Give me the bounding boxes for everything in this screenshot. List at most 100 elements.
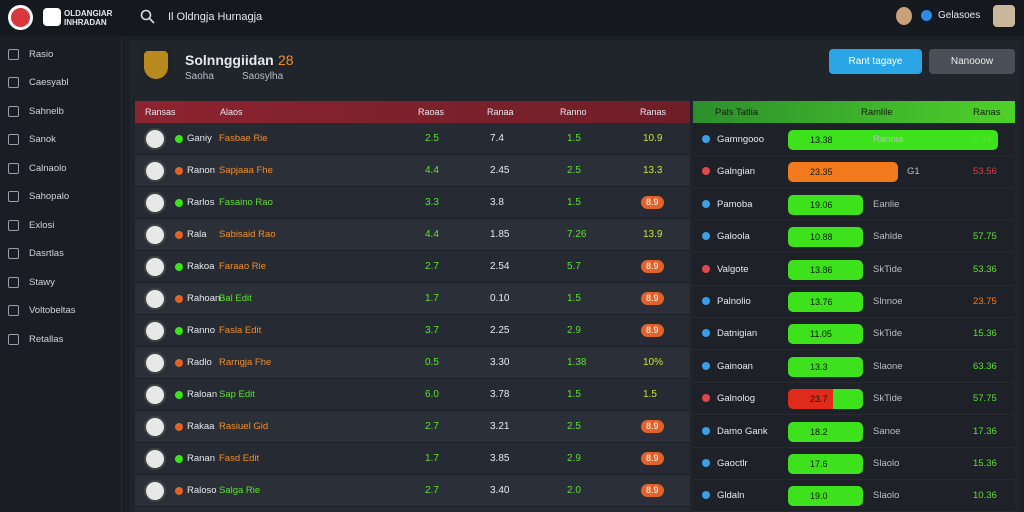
row-label: Slnnoe — [873, 296, 903, 307]
panel-row[interactable]: Damo Gank 18.2 Sanoe 17.36 — [693, 415, 1015, 448]
team-name: Palnolio — [717, 296, 751, 307]
table-row[interactable]: Rakoa Faraao Rie 2.7 2.54 5.7 8.9 — [135, 251, 690, 283]
panel-row[interactable]: Palnolio 13.76 Slnnoe 23.75 — [693, 285, 1015, 318]
nav-label: Calnaolo — [29, 162, 67, 174]
panel-row[interactable]: Gldaln 19.0 Slaolo 10.36 — [693, 479, 1015, 512]
stat-value: 1.38 — [567, 357, 587, 368]
row-value: 15.36 — [973, 458, 997, 469]
stat-value: 1.7 — [425, 293, 439, 304]
table-row[interactable]: Ganiy Fasbae Rie 2.5 7.4 1.5 10.9 — [135, 123, 690, 155]
column-header[interactable]: Ranaa — [487, 107, 514, 117]
panel-row[interactable]: Valgote 13.86 SkTide 53.36 — [693, 253, 1015, 286]
panel-row[interactable]: Datnigian 11.05 SkTide 15.36 — [693, 317, 1015, 351]
panel-row[interactable]: Galnolog 23.7 SkTide 57.75 — [693, 382, 1015, 416]
value-pill: 8.9 — [641, 484, 664, 497]
search-input[interactable]: Il Oldngja Hurnagja — [168, 11, 263, 23]
row-label: Slaolo — [873, 490, 900, 502]
table-row[interactable]: Raloan Sap Edit 6.0 3.78 1.5 1.5 — [135, 379, 690, 411]
panel-row[interactable]: Pamoba 19.06 Eanlie — [693, 188, 1015, 221]
nav-item[interactable]: Retallas — [8, 329, 118, 349]
user-name[interactable]: Gelasoes — [938, 10, 981, 21]
primary-button[interactable]: Rant tagaye — [829, 49, 922, 74]
stat-value: 10% — [643, 357, 664, 368]
value-pill: 8.9 — [641, 196, 664, 209]
avatar[interactable] — [896, 7, 912, 25]
player-name: Rala — [187, 229, 207, 240]
nav-item[interactable]: Exlosi — [8, 215, 118, 235]
panel-row[interactable]: Gaoctlr 17.6 Slaolo 15.36 — [693, 447, 1015, 480]
stat-value: 6.0 — [425, 389, 439, 400]
player-name: Ganiy — [187, 133, 212, 144]
nav-item[interactable]: Sanok — [8, 130, 118, 150]
panel-column-header[interactable]: Pals Tatlia — [715, 107, 759, 118]
panel-row[interactable]: Galoola 10.88 Sahlde 57.75 — [693, 220, 1015, 254]
player-tag: Faraao Rie — [219, 261, 266, 272]
table-body: Ganiy Fasbae Rie 2.5 7.4 1.5 10.9 Ranon Sapjaaa… — [135, 123, 690, 512]
table-row[interactable]: Ranan Fasd Edit 1.7 3.85 2.9 8.9 — [135, 443, 690, 475]
status-dot — [175, 455, 183, 463]
row-icon — [702, 297, 710, 305]
row-icon — [702, 491, 710, 500]
table-row[interactable]: Rahoan Bal Edit 1.7 0.10 1.5 8.9 — [135, 283, 690, 315]
panel-row[interactable]: Galngian 23.35 G1 53.56 — [693, 155, 1015, 189]
nav-item[interactable]: Calnaolo — [8, 158, 118, 178]
score-bar: 13.86 — [788, 259, 863, 280]
status-dot — [175, 295, 183, 303]
nav-icon — [8, 105, 19, 117]
column-header[interactable]: Ranno — [560, 107, 587, 117]
nav-label: Exlosi — [29, 219, 55, 231]
nav-icon — [8, 333, 19, 345]
nav-item[interactable]: Rasio — [8, 44, 118, 64]
row-label: SkTide — [873, 328, 903, 340]
column-header[interactable]: Alaos — [220, 107, 243, 117]
table-row[interactable]: Ranno Fasla Edit 3.7 2.25 2.9 8.9 — [135, 315, 690, 347]
player-tag: Salga Rie — [219, 485, 261, 496]
row-icon — [702, 426, 710, 435]
row-label: G1 — [907, 166, 920, 178]
nav-item[interactable]: Stawy — [8, 272, 118, 292]
table-row[interactable]: Raloso Salga Rie 2.7 3.40 2.0 8.9 — [135, 475, 690, 507]
player-name: Ranon — [187, 165, 215, 176]
row-label: Sahlde — [873, 231, 903, 243]
panel-column-header[interactable]: Ranas — [973, 107, 1001, 118]
secondary-button[interactable]: Nanooow — [929, 49, 1015, 74]
column-header[interactable]: Ransas — [145, 107, 176, 117]
nav-icon — [8, 276, 19, 288]
nav-item[interactable]: Sahnelb — [8, 101, 118, 121]
status-dot — [175, 359, 183, 367]
stat-value: 7.4 — [490, 133, 504, 144]
table-row[interactable]: Rala Sabisaid Rao 4.4 1.85 7.26 13.9 — [135, 219, 690, 251]
table-row[interactable]: Ranon Sapjaaa Fhe 4.4 2.45 2.5 13.3 — [135, 155, 690, 187]
panel-column-header[interactable]: Ramlile — [861, 107, 893, 118]
stat-value: 1.5 — [643, 389, 657, 400]
nav-item[interactable]: Sahopalo — [8, 187, 118, 207]
stat-value: 1.5 — [567, 389, 581, 400]
search-icon[interactable] — [140, 9, 156, 25]
row-icon — [702, 135, 710, 143]
table-row[interactable]: Radlo Rarngja Fhe 0.5 3.30 1.38 10% — [135, 347, 690, 379]
brand-icon — [43, 8, 61, 26]
score-bar: 18.2 — [788, 421, 863, 442]
app-logo[interactable] — [8, 5, 33, 30]
nav-item[interactable]: Dasrtlas — [8, 244, 118, 264]
table-row[interactable]: Rarlos Fasaino Rao 3.3 3.8 1.5 8.9 — [135, 187, 690, 219]
score-bar: 19.0 — [788, 486, 863, 507]
column-header[interactable]: Ranas — [640, 107, 667, 117]
player-tag: Rarngja Fhe — [219, 357, 272, 368]
nav-icon — [8, 248, 19, 259]
status-dot — [175, 167, 183, 175]
nav-item[interactable]: Caesyabl — [8, 73, 118, 93]
panel-body: Gamngooo 13.38 Ranoia 5.64 Galngian 23.35 G1 53… — [693, 123, 1015, 512]
nav-label: Sahnelb — [29, 105, 64, 117]
column-header[interactable]: Raoas — [418, 107, 445, 117]
nav-label: Rasio — [29, 48, 54, 60]
profile[interactable] — [993, 5, 1015, 27]
table-row[interactable]: Rakaa Rasiuel Gid 2.7 3.21 2.5 8.9 — [135, 411, 690, 443]
panel-row[interactable]: Gainoan 13.3 Slaone 63.36 — [693, 350, 1015, 383]
team-name: Pamoba — [717, 198, 753, 210]
stat-value: 2.5 — [567, 421, 581, 432]
panel-row[interactable]: Gamngooo 13.38 Ranoia 5.64 — [693, 123, 1015, 156]
row-icon — [702, 232, 710, 241]
nav-item[interactable]: Voltobeltas — [8, 301, 118, 321]
player-avatar — [144, 192, 166, 214]
